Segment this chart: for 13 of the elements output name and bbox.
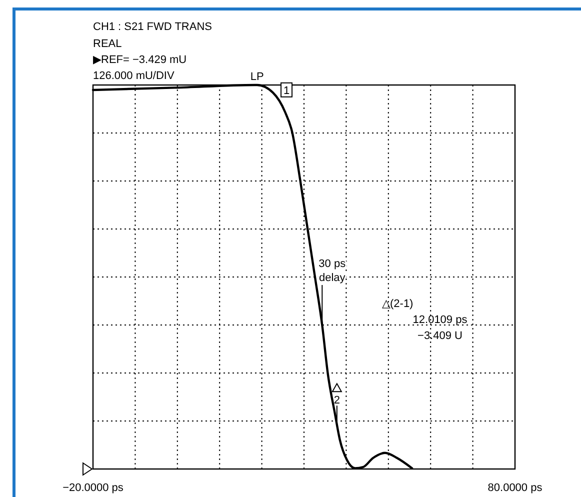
annotation: 30 ps delay: [318, 258, 346, 284]
x-tick-label: 80.0000 ps: [488, 482, 543, 494]
annotation: △(2-1): [382, 298, 414, 310]
annotation: 12.0109 ps: [412, 314, 468, 326]
x-tick-label: −20.0000 ps: [62, 482, 124, 494]
annotation: −3.409 U: [418, 330, 463, 342]
text: REAL: [93, 38, 122, 50]
text: ▶REF= −3.429 mU: [93, 54, 187, 66]
chart-title: CH1 : S21 FWD TRANS: [93, 21, 212, 33]
annotation: LP: [250, 71, 264, 83]
text: 126.000 mU/DIV: [93, 70, 175, 82]
annotation: 2: [334, 394, 340, 407]
annotation: 1: [283, 84, 290, 97]
